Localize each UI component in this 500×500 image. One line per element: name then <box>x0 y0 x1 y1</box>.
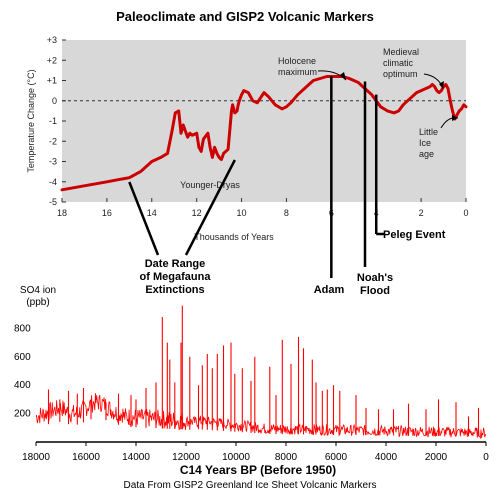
temperature-y-tick-label: 0 <box>52 96 57 106</box>
sulfate-chart: SO4 ion (ppb) 800 600 400 200 18000 16000 140… <box>14 285 489 491</box>
temperature-x-label: Thousands of Years <box>194 232 274 242</box>
so4-spikes <box>47 305 480 437</box>
temperature-x-tick-label: 2 <box>419 208 424 218</box>
so4-series-line <box>35 393 487 440</box>
temperature-y-tick-label: -4 <box>49 177 57 187</box>
source-note: Data From GISP2 Greenland Ice Sheet Volc… <box>124 480 377 491</box>
temperature-y-ticks: +3 +2 +1 0 -1 -2 -3 -4 -5 <box>47 35 66 207</box>
so4-x-tick-label: 6000 <box>325 452 348 463</box>
temperature-x-tick-label: 10 <box>237 208 247 218</box>
temperature-y-tick-label: -2 <box>49 136 57 146</box>
so4-y-ticks: 800 600 400 200 <box>14 323 31 419</box>
plot-background <box>62 40 466 202</box>
temperature-y-tick-label: +3 <box>47 35 57 45</box>
annotation-little-ice-age: Little Ice age <box>419 127 438 159</box>
so4-y-tick-label: 400 <box>14 380 31 391</box>
temperature-x-tick-label: 0 <box>463 208 468 218</box>
so4-y-tick-label: 800 <box>14 323 31 334</box>
annotation-medieval-arrowhead <box>439 81 444 89</box>
temperature-y-tick-label: -3 <box>49 157 57 167</box>
annotation-medieval: Medieval climatic optimum <box>383 47 419 79</box>
temperature-x-tick-label: 16 <box>102 208 112 218</box>
annotation-holocene: Holocene maximum <box>278 56 317 77</box>
peleg-label: Peleg Event <box>383 229 446 241</box>
temperature-x-tick-label: 18 <box>57 208 67 218</box>
temperature-y-tick-label: -1 <box>49 116 57 126</box>
temperature-x-tick-label: 12 <box>192 208 202 218</box>
temperature-y-tick-label: +1 <box>47 76 57 86</box>
annotation-holocene-arrowhead <box>340 72 346 80</box>
so4-x-tick-label: 0 <box>483 452 489 463</box>
so4-x-tick-label: 16000 <box>72 452 100 463</box>
so4-x-tick-label: 18000 <box>22 452 50 463</box>
so4-y-tick-label: 600 <box>14 352 31 363</box>
so4-x-tick-label: 12000 <box>172 452 200 463</box>
temperature-y-label: Temperature Change (°C) <box>26 69 36 172</box>
temperature-x-tick-label: 8 <box>284 208 289 218</box>
noahs-flood-label: Noah's Flood <box>357 272 393 297</box>
temperature-y-tick-label: -5 <box>49 197 57 207</box>
megafauna-label: Date Range of Megafauna Extinctions <box>140 258 212 296</box>
temperature-x-tick-label: 14 <box>147 208 157 218</box>
so4-x-ticks: 18000 16000 14000 12000 10000 8000 6000 4000 200… <box>22 442 489 463</box>
annotation-younger-dryas: Younger-Dryas <box>180 180 240 190</box>
temperature-series-line <box>60 75 468 192</box>
chart-title: Paleoclimate and GISP2 Volcanic Markers <box>116 9 374 24</box>
so4-y-label-line2: (ppb) <box>26 297 49 308</box>
temperature-chart: +3+2+10-1-2-3-4-5 181614121086420 Temper… <box>26 35 469 242</box>
so4-y-tick-label: 200 <box>14 409 31 420</box>
so4-y-label-line1: SO4 ion <box>20 285 56 296</box>
megafauna-line-start <box>128 181 160 256</box>
adam-label: Adam <box>314 284 345 296</box>
event-callouts: Date Range of Megafauna Extinctions Adam N… <box>128 76 446 297</box>
so4-x-tick-label: 2000 <box>425 452 448 463</box>
so4-x-tick-label: 14000 <box>122 452 150 463</box>
megafauna-line-end <box>184 159 236 256</box>
annotation-little-ice-arrowhead <box>452 115 458 121</box>
so4-x-label: C14 Years BP (Before 1950) <box>180 463 336 477</box>
temperature-y-tick-label: +2 <box>47 55 57 65</box>
so4-x-tick-label: 10000 <box>222 452 250 463</box>
so4-x-tick-label: 4000 <box>375 452 398 463</box>
so4-x-tick-label: 8000 <box>275 452 298 463</box>
